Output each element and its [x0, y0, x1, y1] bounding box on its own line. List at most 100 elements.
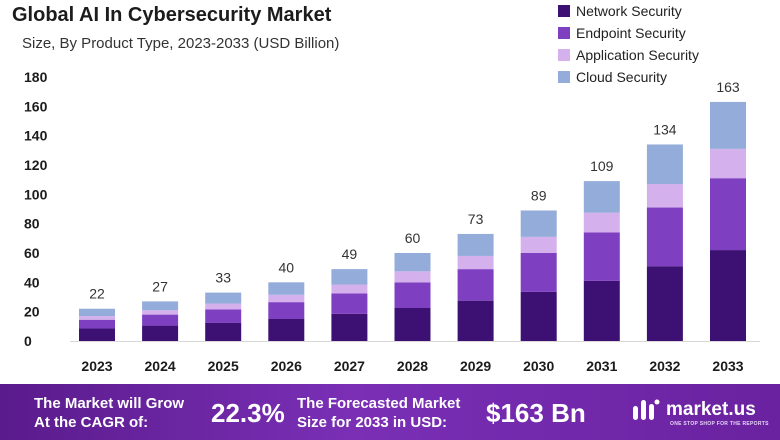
legend-item-endpoint-security: Endpoint Security	[558, 22, 699, 44]
bar-segment-endpoint-security	[457, 269, 494, 301]
stacked-bar-chart: 0 20 40 60 80 100 120 140 160 180 22 2023 27 2024 33 20…	[24, 69, 760, 374]
bar-segment-endpoint-security	[331, 293, 368, 314]
bar-segment-network-security	[142, 325, 179, 341]
bar-segment-cloud-security	[583, 181, 620, 213]
bar-segment-endpoint-security	[710, 178, 746, 251]
legend-item-cloud-security: Cloud Security	[558, 66, 699, 88]
legend-swatch	[558, 27, 570, 39]
bar-segment-network-security	[205, 322, 242, 341]
chart-subtitle: Size, By Product Type, 2023-2033 (USD Bi…	[22, 35, 340, 52]
bar-segment-application-security	[331, 284, 368, 294]
bar-total-label: 73	[468, 211, 484, 227]
brand-tagline: ONE STOP SHOP FOR THE REPORTS	[670, 421, 769, 427]
bar-segment-application-security	[520, 236, 557, 253]
cagr-value: 22.3%	[211, 398, 285, 428]
y-tick-label: 40	[24, 274, 40, 290]
forecast-caption: The Forecasted Market Size for 2033 in U…	[297, 394, 460, 432]
bar-segment-endpoint-security	[79, 319, 115, 329]
bar-segment-network-security	[457, 300, 494, 341]
bar-segment-cloud-security	[331, 269, 368, 285]
bar-total-label: 22	[89, 286, 105, 302]
bar-segment-application-security	[142, 310, 179, 315]
bar-segment-network-security	[394, 308, 431, 341]
bar-total-label: 60	[405, 230, 421, 246]
bar-segment-cloud-security	[394, 253, 431, 272]
y-tick-label: 80	[24, 216, 40, 232]
legend-swatch	[558, 5, 570, 17]
bar-total-label: 27	[152, 278, 168, 294]
bar-total-label: 89	[531, 187, 547, 203]
y-tick-label: 0	[24, 333, 32, 349]
bar-segment-endpoint-security	[205, 309, 242, 323]
y-tick-label: 140	[24, 128, 48, 144]
bar-segment-application-security	[79, 316, 115, 320]
cagr-caption-line-1: The Market will Grow	[34, 395, 185, 412]
bar-segment-cloud-security	[646, 144, 683, 185]
bar-segment-cloud-security	[79, 308, 115, 317]
bar-segment-application-security	[457, 255, 494, 270]
bar-segment-network-security	[331, 313, 368, 341]
x-tick-label: 2028	[397, 358, 428, 374]
bar-total-label: 49	[342, 246, 358, 262]
x-tick-label: 2032	[649, 358, 680, 374]
bar-total-label: 109	[590, 158, 614, 174]
x-tick-label: 2025	[208, 358, 239, 374]
bar-segment-application-security	[583, 212, 620, 233]
bar-segment-endpoint-security	[583, 232, 620, 281]
bar-total-label: 33	[215, 270, 231, 286]
bar-segment-endpoint-security	[520, 253, 557, 292]
bar-segment-endpoint-security	[646, 207, 683, 267]
cagr-caption-line-2: At the CAGR of:	[34, 414, 149, 431]
forecast-caption-line-1: The Forecasted Market	[297, 395, 461, 412]
brand-logo: market.us	[632, 398, 756, 422]
forecast-caption-line-2: Size for 2033 in USD:	[297, 414, 448, 431]
x-tick-label: 2030	[523, 358, 554, 374]
brand-name: market.us	[666, 399, 756, 420]
legend-label: Endpoint Security	[576, 25, 686, 41]
bar-segment-network-security	[583, 280, 620, 341]
x-tick-label: 2031	[586, 358, 617, 374]
bar-segment-endpoint-security	[394, 282, 431, 308]
x-tick-label: 2026	[271, 358, 302, 374]
cagr-caption: The Market will Grow At the CAGR of:	[34, 394, 184, 432]
market-us-logo-icon	[633, 399, 660, 420]
bar-total-label: 40	[279, 259, 295, 275]
y-tick-label: 120	[24, 157, 48, 173]
bar-segment-application-security	[205, 303, 242, 310]
bar-total-label: 134	[653, 121, 677, 137]
bar-segment-cloud-security	[268, 282, 305, 295]
x-tick-label: 2024	[145, 358, 176, 374]
x-tick-label: 2027	[334, 358, 365, 374]
bar-segment-network-security	[520, 291, 557, 341]
legend-item-network-security: Network Security	[558, 0, 699, 22]
x-tick-label: 2033	[712, 358, 743, 374]
chart-legend: Network Security Endpoint Security Appli…	[558, 0, 699, 88]
bar-segment-application-security	[394, 271, 431, 283]
y-tick-label: 20	[24, 304, 40, 320]
chart-title: Global AI In Cybersecurity Market	[12, 4, 332, 26]
bar-segment-cloud-security	[520, 210, 557, 237]
bar-segment-application-security	[710, 148, 746, 179]
legend-label: Application Security	[576, 47, 699, 63]
legend-swatch	[558, 71, 570, 83]
bar-segment-endpoint-security	[142, 314, 179, 326]
legend-item-application-security: Application Security	[558, 44, 699, 66]
bar-total-label: 163	[716, 79, 740, 95]
y-tick-label: 180	[24, 69, 48, 85]
legend-swatch	[558, 49, 570, 61]
bar-segment-network-security	[79, 328, 115, 341]
bar-segment-network-security	[710, 250, 746, 341]
bar-segment-cloud-security	[142, 301, 179, 311]
legend-label: Network Security	[576, 3, 682, 19]
footer-banner: The Market will Grow At the CAGR of: 22.…	[0, 384, 780, 440]
x-tick-label: 2029	[460, 358, 491, 374]
bar-segment-network-security	[646, 266, 683, 341]
y-tick-label: 60	[24, 245, 40, 261]
forecast-value: $163 Bn	[486, 398, 586, 428]
bar-segment-cloud-security	[205, 292, 242, 304]
bar-segment-endpoint-security	[268, 302, 305, 319]
bar-segment-application-security	[268, 294, 305, 303]
y-tick-label: 100	[24, 186, 48, 202]
bar-segment-cloud-security	[457, 233, 494, 256]
legend-label: Cloud Security	[576, 69, 668, 85]
